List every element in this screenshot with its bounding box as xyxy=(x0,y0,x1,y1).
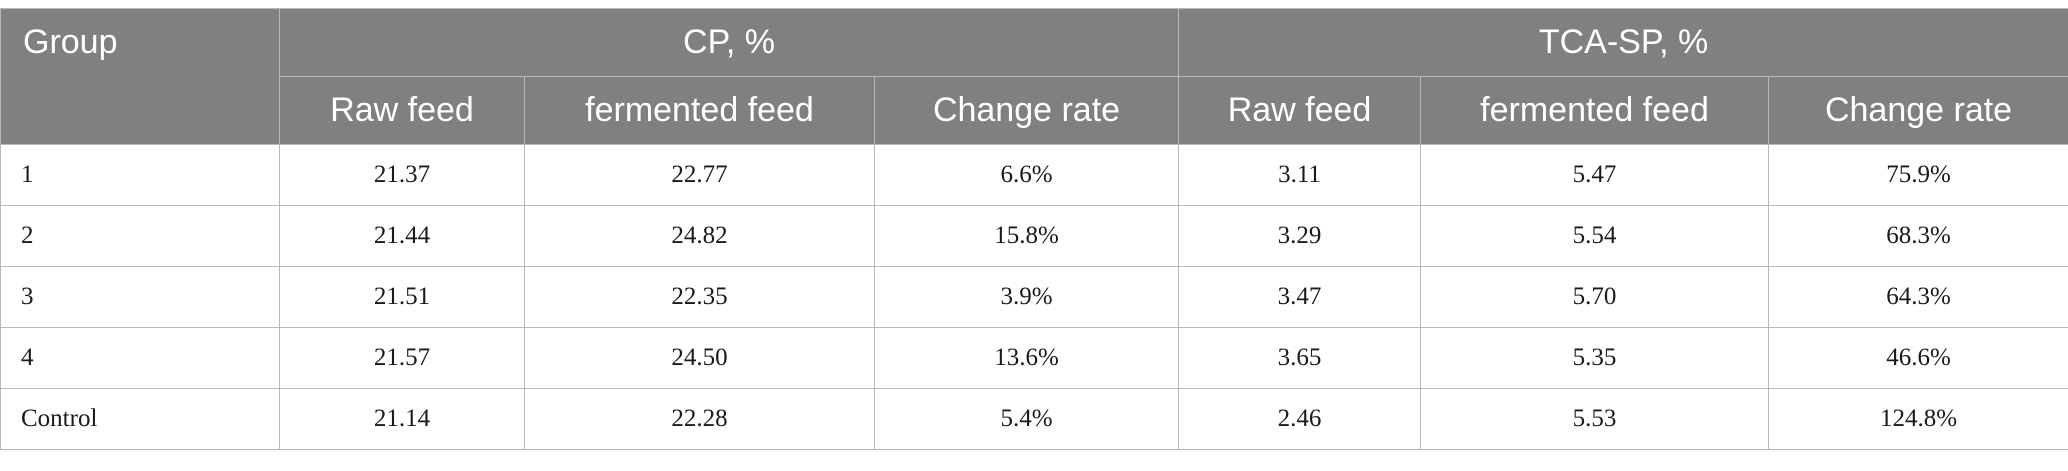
header-row-groups: Group CP, % TCA-SP, % xyxy=(0,8,2068,145)
table-cell: 21.51 xyxy=(279,266,525,328)
group-cell: 3 xyxy=(0,266,280,328)
group-column-header: Group xyxy=(0,8,280,145)
table-cell: 64.3% xyxy=(1768,266,2068,328)
table-cell: 5.70 xyxy=(1420,266,1770,328)
table-cell: 21.57 xyxy=(279,327,525,389)
data-table: Group CP, % TCA-SP, % Raw feed fermented… xyxy=(0,8,2068,450)
table-row: 2 21.44 24.82 15.8% 3.29 5.54 68.3% xyxy=(0,205,2068,267)
tca-sp-raw-feed-header: Raw feed xyxy=(1178,76,1422,145)
table-cell: 3.9% xyxy=(873,266,1180,328)
table-cell: 3.65 xyxy=(1178,327,1422,389)
group-cell: 2 xyxy=(0,205,280,267)
table-cell: 15.8% xyxy=(873,205,1180,267)
table-row: 1 21.37 22.77 6.6% 3.11 5.47 75.9% xyxy=(0,144,2068,206)
table-row: 3 21.51 22.35 3.9% 3.47 5.70 64.3% xyxy=(0,266,2068,328)
table-cell: 21.44 xyxy=(279,205,525,267)
tca-sp-column-group-header: TCA-SP, % xyxy=(1178,8,2068,77)
cp-raw-feed-header: Raw feed xyxy=(279,76,525,145)
table-cell: 22.77 xyxy=(524,144,875,206)
table-cell: 6.6% xyxy=(873,144,1180,206)
table-cell: 22.28 xyxy=(524,388,875,450)
table-cell: 5.4% xyxy=(873,388,1180,450)
table-cell: 75.9% xyxy=(1768,144,2068,206)
table-cell: 3.11 xyxy=(1178,144,1422,206)
table-cell: 5.54 xyxy=(1420,205,1770,267)
table-body: 1 21.37 22.77 6.6% 3.11 5.47 75.9% 2 21.… xyxy=(0,144,2068,450)
cp-column-group-header: CP, % xyxy=(278,8,1180,77)
table-cell: 5.35 xyxy=(1420,327,1770,389)
header-row-subcolumns: Raw feed fermented feed Change rate Raw … xyxy=(1,76,2068,145)
table-cell: 21.37 xyxy=(279,144,525,206)
group-cell: Control xyxy=(0,388,280,450)
table-cell: 22.35 xyxy=(524,266,875,328)
cp-fermented-feed-header: fermented feed xyxy=(524,76,875,145)
group-cell: 4 xyxy=(0,327,280,389)
table-cell: 3.47 xyxy=(1178,266,1422,328)
table-cell: 21.14 xyxy=(279,388,525,450)
tca-sp-fermented-feed-header: fermented feed xyxy=(1420,76,1770,145)
table-row: Control 21.14 22.28 5.4% 2.46 5.53 124.8… xyxy=(0,388,2068,450)
table-cell: 5.47 xyxy=(1420,144,1770,206)
table-cell: 13.6% xyxy=(873,327,1180,389)
table-cell: 124.8% xyxy=(1768,388,2068,450)
group-cell: 1 xyxy=(0,144,280,206)
table-cell: 24.82 xyxy=(524,205,875,267)
table-cell: 5.53 xyxy=(1420,388,1770,450)
table-cell: 68.3% xyxy=(1768,205,2068,267)
table-cell: 3.29 xyxy=(1178,205,1422,267)
table-cell: 46.6% xyxy=(1768,327,2068,389)
tca-sp-change-rate-header: Change rate xyxy=(1768,76,2068,145)
cp-change-rate-header: Change rate xyxy=(873,76,1180,145)
table-cell: 24.50 xyxy=(524,327,875,389)
table-row: 4 21.57 24.50 13.6% 3.65 5.35 46.6% xyxy=(0,327,2068,389)
table-cell: 2.46 xyxy=(1178,388,1422,450)
table-header: Group CP, % TCA-SP, % Raw feed fermented… xyxy=(0,8,2068,145)
